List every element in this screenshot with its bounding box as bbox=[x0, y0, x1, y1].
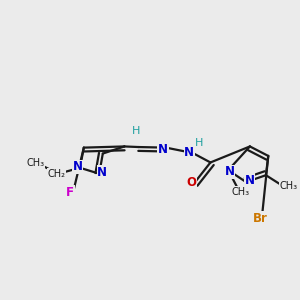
Text: N: N bbox=[184, 146, 194, 160]
Text: N: N bbox=[158, 142, 168, 156]
Text: F: F bbox=[66, 186, 74, 199]
Text: CH₃: CH₃ bbox=[279, 182, 297, 191]
Text: CH₃: CH₃ bbox=[232, 187, 250, 196]
Text: N: N bbox=[97, 166, 107, 179]
Text: CH₃: CH₃ bbox=[26, 158, 44, 168]
Text: N: N bbox=[244, 174, 255, 187]
Text: Br: Br bbox=[253, 212, 268, 225]
Text: N: N bbox=[225, 165, 235, 178]
Text: H: H bbox=[132, 126, 140, 136]
Text: N: N bbox=[73, 160, 82, 173]
Text: H: H bbox=[195, 139, 203, 148]
Text: O: O bbox=[187, 176, 197, 189]
Text: CH₂: CH₂ bbox=[48, 169, 66, 179]
